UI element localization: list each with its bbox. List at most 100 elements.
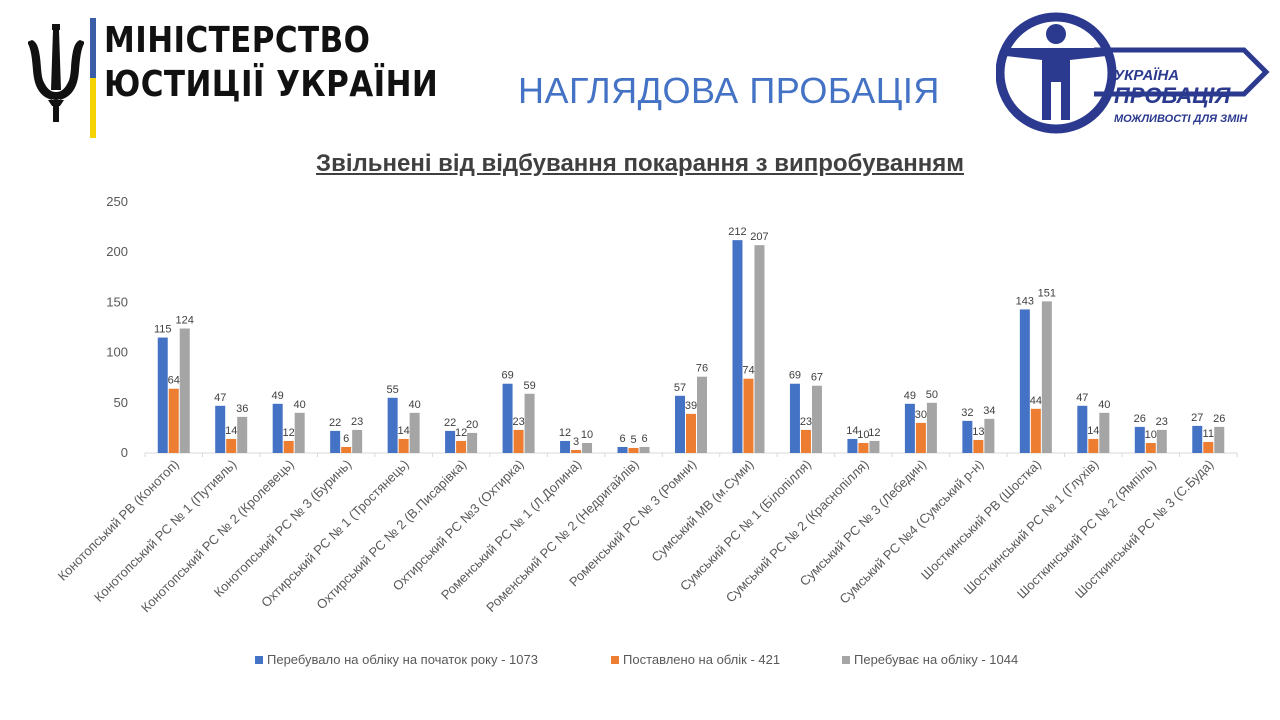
bar xyxy=(179,328,190,453)
bar xyxy=(456,440,467,453)
ministry-logo: МІНІСТЕРСТВО ЮСТИЦІЇ УКРАЇНИ xyxy=(28,18,448,143)
data-label: 69 xyxy=(501,370,513,382)
data-label: 212 xyxy=(728,226,746,238)
bar xyxy=(1156,429,1167,453)
bar xyxy=(283,440,294,453)
logo-text-bottom: МОЖЛИВОСТІ ДЛЯ ЗМІН xyxy=(1114,113,1248,125)
data-label: 39 xyxy=(685,400,697,412)
bar xyxy=(237,416,248,453)
bar xyxy=(732,240,743,453)
bar xyxy=(789,383,800,453)
bar xyxy=(1203,441,1214,453)
x-tick-label: Сумський МВ (м.Суми) xyxy=(648,457,756,565)
flag-bar xyxy=(90,18,96,138)
data-label: 10 xyxy=(1145,429,1157,441)
data-label: 23 xyxy=(1156,416,1168,428)
flag-yellow xyxy=(90,78,96,138)
probation-logo: УКРАЇНА ПРОБАЦІЯ МОЖЛИВОСТІ ДЛЯ ЗМІН xyxy=(996,12,1270,134)
data-label: 143 xyxy=(1016,295,1034,307)
bar xyxy=(445,430,456,453)
y-tick-label: 200 xyxy=(106,244,128,259)
data-label: 12 xyxy=(559,427,571,439)
data-label: 10 xyxy=(581,429,593,441)
data-label: 64 xyxy=(168,375,180,387)
bar xyxy=(743,378,754,453)
bar xyxy=(226,438,237,453)
slide-title: НАГЛЯДОВА ПРОБАЦІЯ xyxy=(518,70,940,111)
data-label: 23 xyxy=(351,416,363,428)
data-label: 124 xyxy=(176,315,194,327)
data-label: 5 xyxy=(630,434,636,446)
data-label: 6 xyxy=(343,433,349,445)
bar xyxy=(513,429,524,453)
bar xyxy=(560,440,571,453)
bar xyxy=(1099,412,1110,453)
data-label: 14 xyxy=(225,425,237,437)
data-label: 44 xyxy=(1030,395,1042,407)
bar xyxy=(962,420,973,453)
data-label: 10 xyxy=(857,429,869,441)
bar xyxy=(1214,426,1225,453)
logo-arrow xyxy=(1094,47,1270,97)
data-label: 26 xyxy=(1213,413,1225,425)
data-label: 26 xyxy=(1134,413,1146,425)
data-label: 22 xyxy=(444,417,456,429)
bar xyxy=(639,446,650,453)
data-label: 115 xyxy=(154,324,172,336)
bar xyxy=(686,413,696,453)
bar xyxy=(571,449,582,453)
data-label: 20 xyxy=(466,419,478,431)
data-label: 30 xyxy=(915,409,927,421)
bar xyxy=(904,403,915,453)
y-tick-label: 250 xyxy=(106,194,128,209)
legend-swatch xyxy=(842,656,850,664)
bar xyxy=(157,337,168,453)
bar xyxy=(800,429,811,453)
bar xyxy=(628,447,639,453)
data-label: 6 xyxy=(641,433,647,445)
bar xyxy=(915,422,926,453)
bar xyxy=(697,376,707,453)
bar xyxy=(1041,301,1052,453)
x-tick-label: Конотопський РВ (Конотоп) xyxy=(55,457,182,584)
y-tick-label: 100 xyxy=(106,345,128,360)
bar xyxy=(984,418,995,453)
bar xyxy=(858,442,869,453)
legend-swatch xyxy=(255,656,263,664)
bar xyxy=(869,440,880,453)
data-label: 3 xyxy=(573,436,579,448)
bar xyxy=(294,412,305,453)
bar xyxy=(387,397,398,453)
bar xyxy=(168,388,179,453)
data-label: 207 xyxy=(750,231,768,243)
legend-entry: Перебувало на обліку на початок року - 1… xyxy=(267,652,538,667)
data-label: 59 xyxy=(523,380,535,392)
data-label: 50 xyxy=(926,389,938,401)
data-label: 32 xyxy=(961,407,973,419)
data-label: 23 xyxy=(800,416,812,428)
bar xyxy=(1134,426,1145,453)
data-label: 67 xyxy=(811,372,823,384)
data-label: 49 xyxy=(904,390,916,402)
bar xyxy=(467,432,478,453)
data-label: 151 xyxy=(1038,287,1056,299)
data-label: 11 xyxy=(1203,428,1214,440)
bar xyxy=(1145,442,1156,453)
logo-circle xyxy=(996,12,1117,134)
data-label: 36 xyxy=(236,403,248,415)
bar xyxy=(926,402,937,453)
data-label: 74 xyxy=(742,365,754,377)
bar xyxy=(330,430,341,453)
legend-entry: Поставлено на облік - 421 xyxy=(623,652,780,667)
bar xyxy=(811,385,822,453)
y-tick-label: 0 xyxy=(121,445,128,460)
data-label: 47 xyxy=(214,392,226,404)
bar xyxy=(1077,405,1088,453)
bar xyxy=(675,395,685,453)
logo-text-main: ПРОБАЦІЯ xyxy=(1114,83,1231,108)
legend-swatch xyxy=(611,656,619,664)
bar xyxy=(524,393,535,453)
bar xyxy=(1088,438,1099,453)
bar xyxy=(847,438,858,453)
bar xyxy=(502,383,513,453)
